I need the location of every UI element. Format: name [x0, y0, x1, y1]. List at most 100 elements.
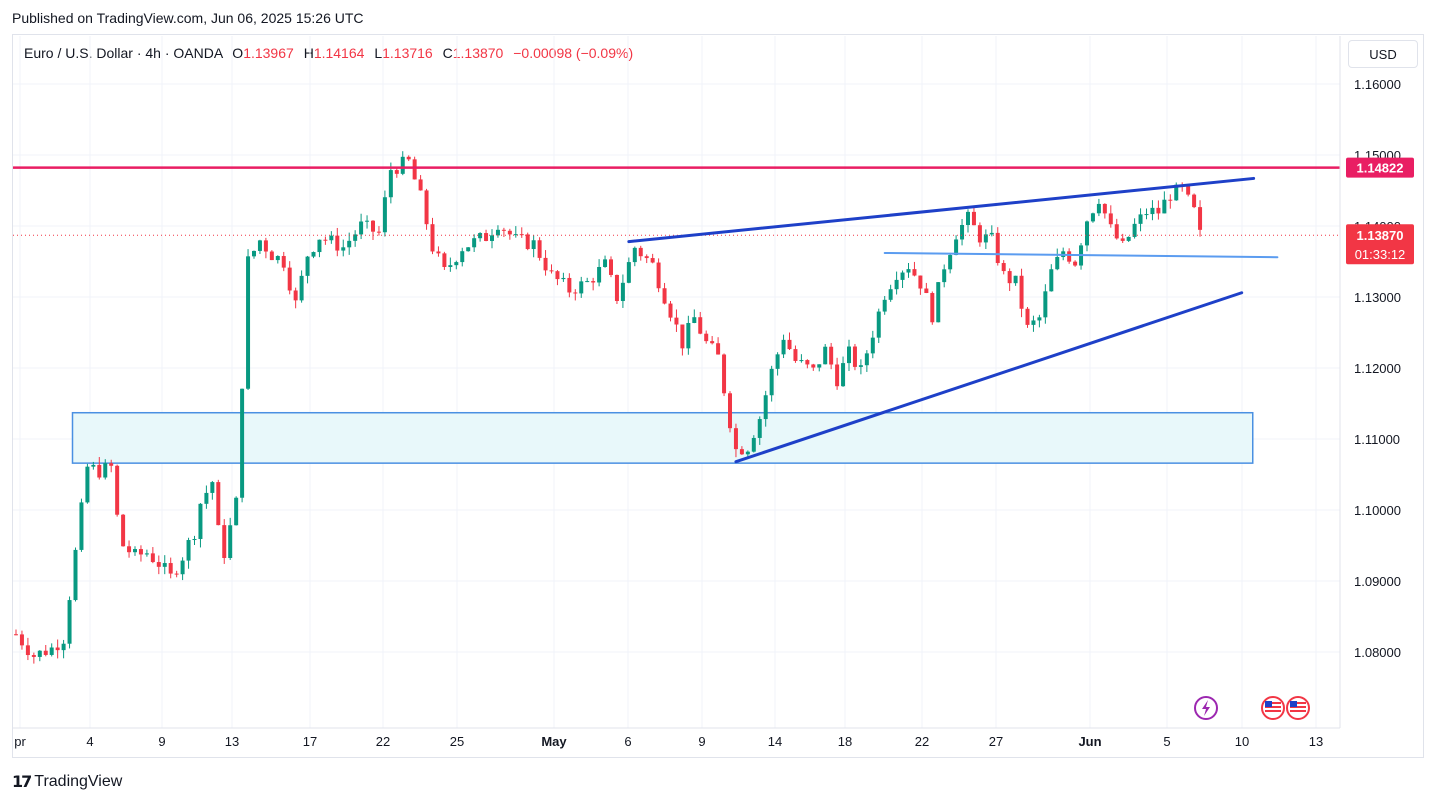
candle-body: [127, 546, 132, 553]
candle-body: [269, 251, 274, 261]
candle-body: [507, 230, 512, 235]
candle-body: [228, 525, 233, 558]
candle-body: [388, 170, 393, 198]
event-icons-layer: [1194, 696, 1310, 720]
candle-body: [240, 388, 245, 498]
candle-body: [234, 497, 239, 526]
candle-body: [1156, 207, 1161, 214]
candle-body: [1085, 221, 1089, 246]
candle-body: [1096, 203, 1101, 214]
candle-body: [739, 449, 744, 455]
tradingview-brand: TradingView: [34, 773, 123, 790]
candle-body: [585, 281, 590, 283]
candle-body: [823, 346, 828, 365]
candle-body: [150, 553, 155, 563]
candle-body: [382, 197, 387, 233]
candle-body: [531, 240, 536, 250]
us-flag-event-icon[interactable]: [1286, 696, 1310, 720]
candle-body: [906, 269, 911, 273]
candle-body: [775, 354, 780, 369]
candle-body: [43, 650, 48, 655]
y-tick-label: 1.16000: [1354, 77, 1401, 92]
candle-body: [632, 247, 637, 263]
x-tick-label: 27: [989, 734, 1003, 749]
candle-body: [704, 333, 709, 342]
candle-body: [971, 211, 976, 226]
x-tick-label: May: [541, 734, 567, 749]
candle-body: [1067, 251, 1072, 262]
x-tick-label: 9: [158, 734, 165, 749]
candle-body: [1126, 236, 1131, 241]
candle-body: [55, 647, 60, 651]
candle-body: [1013, 275, 1018, 284]
candle-body: [133, 549, 137, 553]
candle-body: [936, 282, 941, 323]
lightning-event-icon[interactable]: [1194, 696, 1218, 720]
candle-body: [305, 256, 310, 276]
candle-body: [1007, 271, 1012, 284]
candle-body: [692, 317, 697, 323]
low-value: 1.13716: [382, 45, 433, 61]
candle-body: [335, 235, 340, 251]
candle-body: [323, 239, 328, 241]
candle-body: [365, 220, 370, 222]
candle-body: [787, 339, 792, 350]
symbol-name[interactable]: Euro / U.S. Dollar · 4h · OANDA: [24, 45, 223, 61]
candle-body: [1055, 257, 1060, 270]
last-price-tag: [1346, 224, 1414, 265]
candle-body: [484, 233, 489, 241]
x-tick-label: 5: [1163, 734, 1170, 749]
candle-body: [418, 179, 423, 191]
candle-body: [650, 258, 655, 263]
candle-body: [882, 299, 887, 312]
candle-body: [995, 232, 1000, 264]
us-flag-event-icon[interactable]: [1261, 696, 1285, 720]
candle-body: [930, 293, 935, 323]
candle-body: [835, 364, 840, 387]
low-label: L: [374, 45, 383, 61]
candle-body: [1073, 261, 1078, 266]
candle-body: [722, 354, 727, 394]
candle-body: [472, 238, 477, 248]
currency-button[interactable]: USD: [1348, 40, 1418, 68]
candle-body: [495, 229, 500, 236]
tradingview-logo[interactable]: 𝟭𝟳 TradingView: [12, 772, 122, 792]
candle-body: [656, 262, 661, 289]
candle-body: [1132, 223, 1137, 237]
candle-body: [430, 224, 435, 252]
candle-body: [299, 275, 304, 301]
candle-body: [668, 303, 673, 318]
x-tick-label: 25: [450, 734, 464, 749]
candle-body: [751, 437, 756, 452]
candle-body: [1120, 238, 1125, 241]
candle-body: [67, 600, 72, 644]
candle-body: [79, 502, 84, 550]
candle-body: [490, 235, 494, 241]
candle-body: [156, 562, 161, 567]
candle-body: [561, 277, 566, 280]
candle-body: [769, 368, 774, 396]
candle-body: [555, 271, 560, 280]
candle-body: [519, 234, 524, 236]
candle-body: [924, 288, 929, 294]
candle-body: [662, 288, 667, 304]
candle-body: [61, 643, 66, 651]
candle-body: [1090, 213, 1095, 222]
candle-body: [1138, 214, 1143, 224]
candle-body: [424, 190, 429, 225]
candle-body: [894, 279, 899, 290]
tradingview-icon: 𝟭𝟳: [12, 774, 32, 791]
y-tick-label: 1.11000: [1354, 432, 1400, 447]
candle-body: [275, 256, 280, 261]
demand-zone: [71, 411, 1254, 464]
candle-body: [198, 503, 203, 540]
countdown-text: 01:33:12: [1355, 247, 1406, 262]
y-tick-label: 1.12000: [1354, 361, 1401, 376]
candle-body: [1186, 186, 1191, 195]
x-tick-label: 17: [303, 734, 317, 749]
time-axis: pr 4 9 13 17 22 25 May 6 9 14 18 22 27 Jun 5 10 13: [13, 727, 1340, 749]
candle-body: [448, 265, 453, 267]
candle-body: [210, 482, 215, 493]
candle-body: [847, 346, 851, 364]
